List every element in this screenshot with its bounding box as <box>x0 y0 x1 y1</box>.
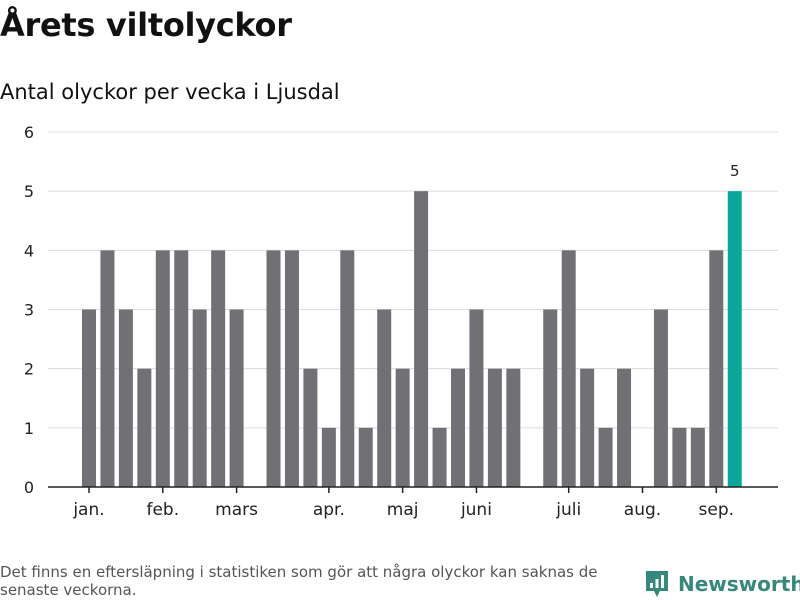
bar <box>137 368 152 487</box>
y-tick-label: 6 <box>24 123 34 142</box>
data-label: 5 <box>730 162 740 180</box>
brand: Newsworthy <box>644 569 800 599</box>
bar <box>487 368 502 487</box>
bar <box>727 191 742 487</box>
x-tick-label: juni <box>460 500 492 520</box>
x-tick-label: feb. <box>146 500 179 520</box>
bar <box>211 250 226 487</box>
y-tick-label: 2 <box>24 360 34 379</box>
bar <box>709 250 724 487</box>
bar <box>82 309 96 487</box>
bar <box>617 368 632 487</box>
brand-name: Newsworthy <box>678 572 800 596</box>
bar <box>414 191 429 487</box>
x-tick-label: mars <box>215 500 258 520</box>
y-tick-label: 4 <box>24 241 34 260</box>
y-tick-label: 3 <box>24 301 34 320</box>
bar <box>598 427 613 487</box>
bar <box>395 368 410 487</box>
bar-chart: 0 1 2 3 4 5 6 5 jan. feb. mars apr. maj juni juli aug. s… <box>24 123 778 520</box>
bar <box>358 427 373 487</box>
bar <box>580 368 595 487</box>
bar <box>340 250 355 487</box>
bar <box>284 250 299 487</box>
bar <box>303 368 318 487</box>
bar <box>561 250 576 487</box>
chart-title: Årets viltolyckor <box>0 6 292 44</box>
newsworthy-logo-icon <box>646 571 668 597</box>
bar <box>192 309 207 487</box>
bar <box>174 250 189 487</box>
bar <box>266 250 281 487</box>
bar <box>469 309 484 487</box>
bar <box>155 250 170 487</box>
x-tick-label: apr. <box>313 500 345 520</box>
x-tick-label: sep. <box>699 500 735 520</box>
x-tick-label: aug. <box>624 500 661 520</box>
bar <box>321 427 336 487</box>
y-tick-label: 5 <box>24 182 34 201</box>
bar <box>229 309 244 487</box>
bar <box>377 309 392 487</box>
chart-subtitle: Antal olyckor per vecka i Ljusdal <box>0 80 340 104</box>
bar <box>451 368 465 487</box>
y-tick-label: 1 <box>24 419 34 438</box>
bar <box>506 368 521 487</box>
bar <box>672 427 687 487</box>
bar <box>543 309 558 487</box>
x-tick-label: jan. <box>72 500 104 520</box>
bar <box>432 427 447 487</box>
x-tick-label: juli <box>555 500 581 520</box>
bar <box>100 250 115 487</box>
bar <box>653 309 668 487</box>
footnote: Det finns en eftersläpning i statistiken… <box>0 563 598 599</box>
x-tick-label: maj <box>387 500 419 520</box>
bar <box>118 309 133 487</box>
bar <box>690 427 705 487</box>
y-tick-label: 0 <box>24 478 34 497</box>
